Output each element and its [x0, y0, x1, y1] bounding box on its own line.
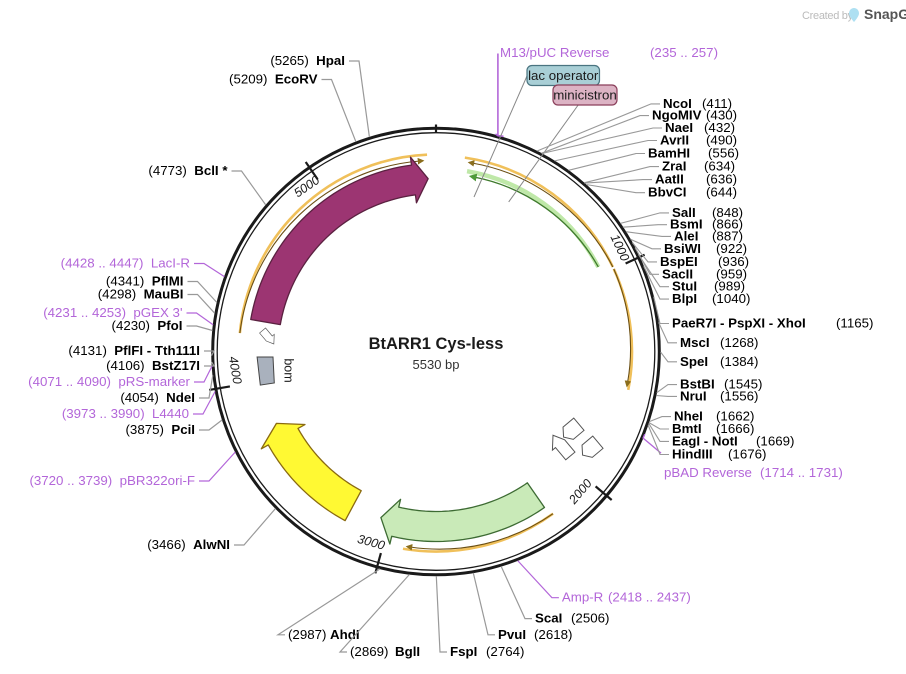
svg-text:(1556): (1556) — [720, 388, 758, 403]
svg-text:(4230) PfoI: (4230) PfoI — [112, 318, 183, 333]
svg-text:(4106) BstZ17I: (4106) BstZ17I — [106, 358, 200, 373]
svg-text:(3875) PciI: (3875) PciI — [125, 422, 195, 437]
svg-text:BtARR1 Cys-less: BtARR1 Cys-less — [369, 335, 504, 353]
svg-text:BbvCI: BbvCI — [648, 185, 686, 200]
svg-text:PaeR7I - PspXI - XhoI: PaeR7I - PspXI - XhoI — [672, 316, 806, 331]
svg-text:5530 bp: 5530 bp — [413, 357, 460, 372]
svg-text:BlpI: BlpI — [672, 291, 697, 306]
svg-text:(1268): (1268) — [720, 335, 758, 350]
svg-text:Amp-R: Amp-R — [562, 590, 603, 605]
svg-text:(1676): (1676) — [728, 447, 766, 462]
svg-text:(1714 .. 1731): (1714 .. 1731) — [760, 465, 843, 480]
svg-text:(4428 .. 4447) LacI-R: (4428 .. 4447) LacI-R — [61, 256, 190, 271]
svg-text:(3973 .. 3990) L4440: (3973 .. 3990) L4440 — [62, 406, 189, 421]
svg-text:minicistron: minicistron — [553, 88, 617, 103]
svg-text:(1040): (1040) — [712, 291, 750, 306]
svg-text:(5209) EcoRV: (5209) EcoRV — [229, 72, 318, 87]
svg-text:MscI: MscI — [680, 335, 710, 350]
svg-text:ScaI: ScaI — [535, 611, 562, 626]
svg-text:(2506): (2506) — [571, 611, 609, 626]
svg-text:PvuI: PvuI — [498, 627, 526, 642]
svg-text:(4773) BclI *: (4773) BclI * — [148, 163, 228, 178]
svg-text:(3466) AlwNI: (3466) AlwNI — [147, 537, 230, 552]
svg-text:(2618): (2618) — [534, 627, 572, 642]
svg-text:HindIII: HindIII — [672, 447, 713, 462]
svg-text:BglI: BglI — [395, 644, 420, 659]
svg-text:(4054) NdeI: (4054) NdeI — [120, 390, 195, 405]
svg-text:(1384): (1384) — [720, 354, 758, 369]
svg-text:lac operator: lac operator — [528, 68, 599, 83]
svg-text:(2869): (2869) — [350, 644, 388, 659]
svg-text:(3720 .. 3739) pBR322ori-F: (3720 .. 3739) pBR322ori-F — [29, 473, 195, 488]
svg-text:(1165): (1165) — [836, 316, 873, 331]
svg-text:FspI: FspI — [450, 644, 477, 659]
svg-text:(5265) HpaI: (5265) HpaI — [270, 53, 345, 68]
svg-text:M13/pUC Reverse: M13/pUC Reverse — [500, 45, 609, 60]
svg-text:(4071 .. 4090) pRS-marker: (4071 .. 4090) pRS-marker — [28, 374, 190, 389]
svg-text:SnapGene: SnapGene — [864, 6, 906, 22]
svg-text:(2764): (2764) — [486, 644, 524, 659]
svg-text:Created by: Created by — [802, 10, 854, 22]
svg-text:(2987): (2987) — [288, 627, 326, 642]
svg-text:pBAD Reverse: pBAD Reverse — [664, 465, 752, 480]
svg-text:(4131) PflFI - Tth111I: (4131) PflFI - Tth111I — [68, 343, 200, 358]
svg-text:(644): (644) — [706, 185, 737, 200]
svg-text:NruI: NruI — [680, 388, 707, 403]
svg-text:bom: bom — [282, 358, 296, 382]
svg-text:(235 .. 257): (235 .. 257) — [650, 45, 718, 60]
svg-text:SpeI: SpeI — [680, 354, 708, 369]
svg-text:(2418 .. 2437): (2418 .. 2437) — [608, 590, 691, 605]
svg-text:(4298) MauBI: (4298) MauBI — [98, 287, 184, 302]
